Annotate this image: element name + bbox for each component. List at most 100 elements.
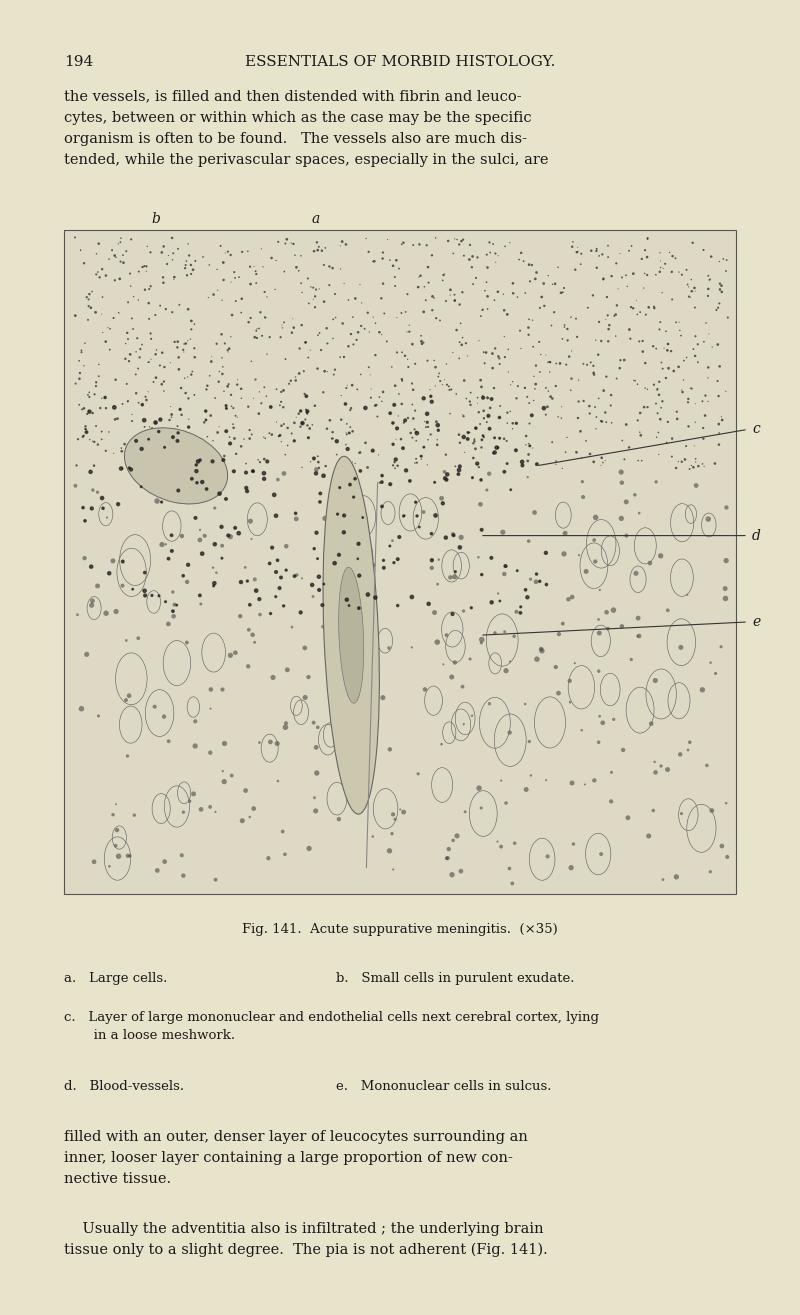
Point bbox=[344, 417, 357, 438]
Point bbox=[641, 246, 654, 267]
Point bbox=[293, 363, 306, 384]
Point bbox=[347, 334, 360, 355]
Point bbox=[706, 800, 718, 821]
Point bbox=[421, 404, 434, 425]
Point bbox=[289, 367, 302, 388]
Point bbox=[132, 358, 145, 379]
Point bbox=[363, 672, 376, 693]
Point bbox=[123, 458, 136, 479]
Point bbox=[575, 447, 588, 468]
Point bbox=[189, 711, 202, 732]
Point bbox=[134, 347, 146, 368]
Point bbox=[466, 274, 479, 295]
Point bbox=[430, 412, 442, 433]
Point bbox=[631, 410, 644, 431]
Point bbox=[178, 368, 191, 389]
Point bbox=[215, 323, 228, 345]
Point bbox=[421, 454, 434, 475]
Point bbox=[545, 316, 558, 337]
Point bbox=[209, 869, 222, 890]
Point bbox=[391, 548, 404, 569]
Point bbox=[587, 355, 600, 376]
Point bbox=[437, 493, 450, 514]
Point bbox=[638, 397, 650, 418]
Point bbox=[599, 309, 612, 330]
Point bbox=[155, 373, 168, 394]
Ellipse shape bbox=[323, 456, 379, 814]
Point bbox=[471, 247, 484, 268]
Point bbox=[592, 660, 605, 681]
Point bbox=[342, 289, 355, 310]
Point bbox=[206, 451, 219, 472]
Point bbox=[555, 396, 568, 417]
Point bbox=[242, 312, 255, 333]
Point bbox=[244, 256, 257, 277]
Point bbox=[626, 297, 639, 318]
Point bbox=[204, 405, 217, 426]
Point bbox=[179, 255, 192, 276]
Point bbox=[477, 387, 490, 408]
Point bbox=[711, 371, 724, 392]
Point bbox=[710, 663, 722, 684]
Point bbox=[556, 329, 569, 350]
Point bbox=[566, 772, 578, 793]
Point bbox=[585, 241, 598, 262]
Point bbox=[196, 543, 209, 564]
Point bbox=[98, 387, 111, 408]
Point bbox=[465, 597, 478, 618]
Point bbox=[601, 287, 614, 308]
Point bbox=[636, 341, 649, 362]
Point bbox=[182, 245, 195, 266]
Point bbox=[607, 709, 620, 730]
Point bbox=[103, 563, 116, 584]
Point bbox=[572, 370, 585, 391]
Point bbox=[523, 435, 536, 456]
Point bbox=[574, 254, 587, 275]
Point bbox=[482, 405, 495, 426]
Point bbox=[620, 264, 633, 285]
Point bbox=[287, 317, 300, 338]
Point bbox=[209, 801, 222, 822]
Point bbox=[69, 475, 82, 496]
Point bbox=[298, 360, 310, 381]
Point bbox=[266, 537, 278, 558]
Point bbox=[526, 255, 538, 276]
Point bbox=[490, 437, 503, 458]
Point bbox=[342, 596, 355, 617]
Point bbox=[590, 506, 602, 527]
Point bbox=[108, 397, 121, 418]
Point bbox=[171, 416, 184, 437]
Point bbox=[614, 462, 627, 483]
Point bbox=[196, 472, 209, 493]
Point bbox=[522, 433, 535, 454]
Point bbox=[654, 242, 666, 263]
Point bbox=[303, 418, 316, 439]
Point bbox=[418, 388, 430, 409]
Point bbox=[97, 498, 110, 519]
Point bbox=[369, 313, 382, 334]
Point bbox=[103, 856, 116, 877]
Point bbox=[264, 397, 277, 418]
Point bbox=[310, 763, 323, 784]
Point bbox=[553, 623, 566, 644]
Point bbox=[296, 281, 309, 302]
Point bbox=[476, 300, 489, 321]
Point bbox=[229, 405, 242, 426]
Point bbox=[86, 431, 99, 452]
Point bbox=[666, 262, 678, 283]
Point bbox=[686, 280, 698, 301]
Point bbox=[395, 368, 408, 389]
Point bbox=[386, 803, 399, 825]
Point bbox=[242, 619, 255, 640]
Point bbox=[472, 547, 485, 568]
Point bbox=[138, 580, 151, 601]
Point bbox=[286, 308, 299, 329]
Point bbox=[224, 433, 237, 454]
Point bbox=[74, 239, 87, 260]
Point bbox=[167, 270, 180, 291]
Point bbox=[289, 245, 302, 266]
Point bbox=[386, 823, 398, 844]
Point bbox=[458, 714, 470, 735]
Point bbox=[310, 279, 322, 300]
Point bbox=[394, 800, 406, 821]
